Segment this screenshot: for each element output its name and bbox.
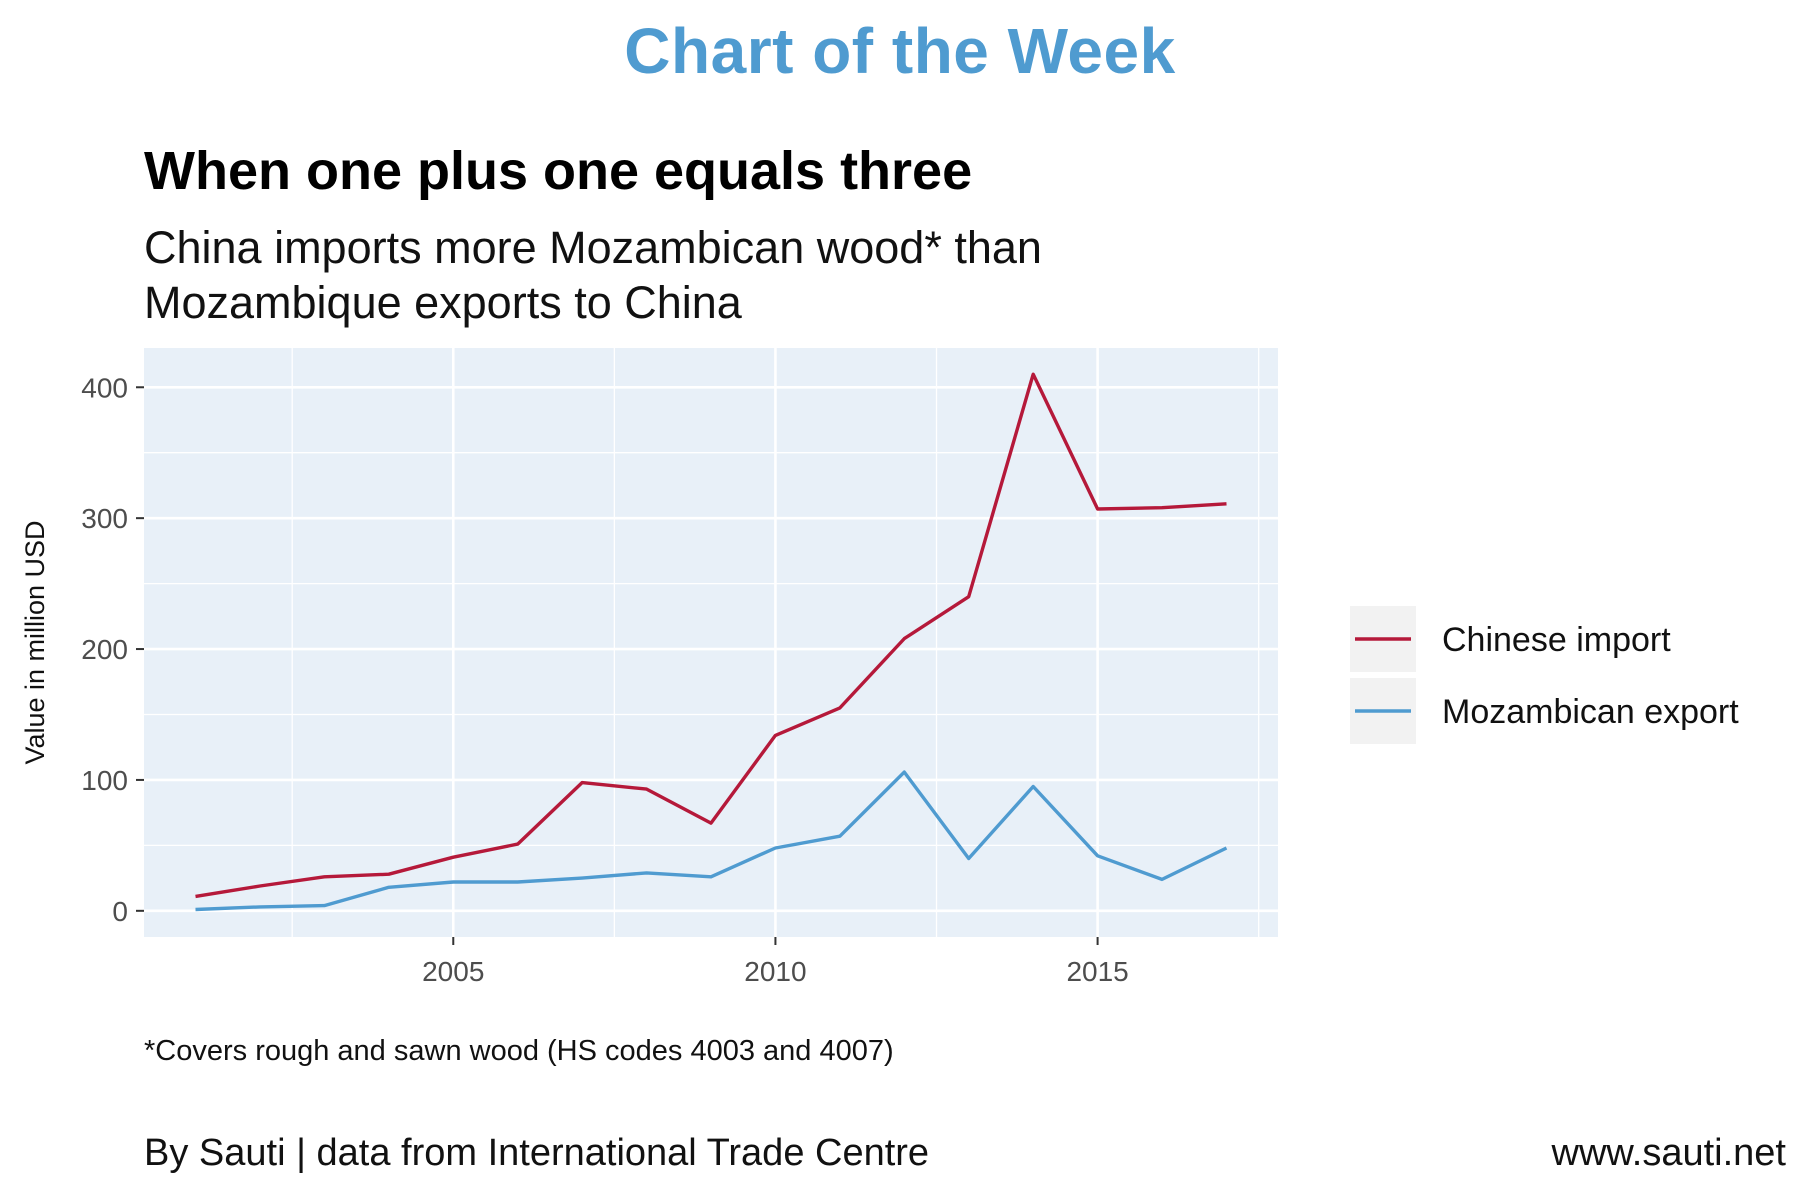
- source-credit: By Sauti | data from International Trade…: [144, 1132, 930, 1174]
- banner-title: Chart of the Week: [624, 15, 1176, 87]
- y-tick-label: 100: [81, 765, 128, 796]
- y-axis-title: Value in million USD: [20, 520, 50, 764]
- series-line-mozambican-export: [195, 770, 1228, 912]
- line-chart: 0 100 200 300 400 2005 2010 2015 Value in mill…: [20, 348, 1739, 987]
- legend-label: Chinese import: [1442, 621, 1671, 659]
- x-tick-label: 2010: [744, 956, 806, 987]
- x-tick-label: 2005: [422, 956, 484, 987]
- minor-gridlines: [144, 348, 1278, 937]
- footnote-caption: *Covers rough and sawn wood (HS codes 40…: [144, 1035, 894, 1067]
- y-tick-label: 0: [112, 896, 128, 927]
- website-link[interactable]: www.sauti.net: [1551, 1132, 1786, 1174]
- legend-label: Mozambican export: [1442, 693, 1739, 731]
- legend: Chinese import Mozambican export: [1350, 606, 1739, 744]
- series-lines: [195, 372, 1228, 912]
- x-axis: 2005 2010 2015: [422, 937, 1129, 987]
- y-tick-label: 200: [81, 634, 128, 665]
- y-tick-label: 400: [81, 372, 128, 403]
- series-line-chinese-import: [195, 372, 1227, 899]
- y-axis: 0 100 200 300 400: [81, 372, 144, 927]
- chart-title: When one plus one equals three: [144, 141, 973, 201]
- y-tick-label: 300: [81, 503, 128, 534]
- x-tick-label: 2015: [1066, 956, 1128, 987]
- chart-subtitle: China imports more Mozambican wood* than…: [144, 222, 1042, 328]
- major-gridlines: [144, 348, 1278, 937]
- plot-panel: [144, 348, 1278, 937]
